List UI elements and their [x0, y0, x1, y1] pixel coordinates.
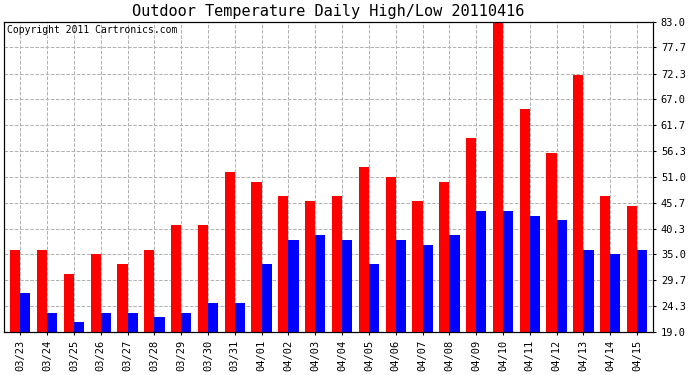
Bar	[225, 172, 235, 332]
Bar	[332, 196, 342, 332]
Bar	[47, 312, 57, 332]
Bar	[37, 249, 47, 332]
Bar	[493, 22, 503, 332]
Bar	[439, 182, 449, 332]
Bar	[637, 249, 647, 332]
Bar	[305, 201, 315, 332]
Title: Outdoor Temperature Daily High/Low 20110416: Outdoor Temperature Daily High/Low 20110…	[132, 4, 525, 19]
Bar	[208, 303, 218, 332]
Bar	[627, 206, 637, 332]
Bar	[422, 245, 433, 332]
Bar	[530, 216, 540, 332]
Bar	[171, 225, 181, 332]
Bar	[610, 254, 620, 332]
Bar	[10, 249, 20, 332]
Bar	[573, 75, 584, 332]
Bar	[557, 220, 567, 332]
Bar	[369, 264, 379, 332]
Bar	[198, 225, 208, 332]
Text: Copyright 2011 Cartronics.com: Copyright 2011 Cartronics.com	[8, 25, 178, 35]
Bar	[520, 109, 530, 332]
Bar	[128, 312, 138, 332]
Bar	[503, 211, 513, 332]
Bar	[117, 264, 128, 332]
Bar	[288, 240, 299, 332]
Bar	[476, 211, 486, 332]
Bar	[584, 249, 593, 332]
Bar	[546, 153, 557, 332]
Bar	[600, 196, 610, 332]
Bar	[20, 293, 30, 332]
Bar	[251, 182, 262, 332]
Bar	[144, 249, 155, 332]
Bar	[396, 240, 406, 332]
Bar	[235, 303, 245, 332]
Bar	[155, 317, 164, 332]
Bar	[74, 322, 84, 332]
Bar	[342, 240, 353, 332]
Bar	[278, 196, 288, 332]
Bar	[449, 235, 460, 332]
Bar	[262, 264, 272, 332]
Bar	[413, 201, 422, 332]
Bar	[181, 312, 191, 332]
Bar	[101, 312, 111, 332]
Bar	[386, 177, 396, 332]
Bar	[63, 274, 74, 332]
Bar	[90, 254, 101, 332]
Bar	[466, 138, 476, 332]
Bar	[315, 235, 326, 332]
Bar	[359, 167, 369, 332]
